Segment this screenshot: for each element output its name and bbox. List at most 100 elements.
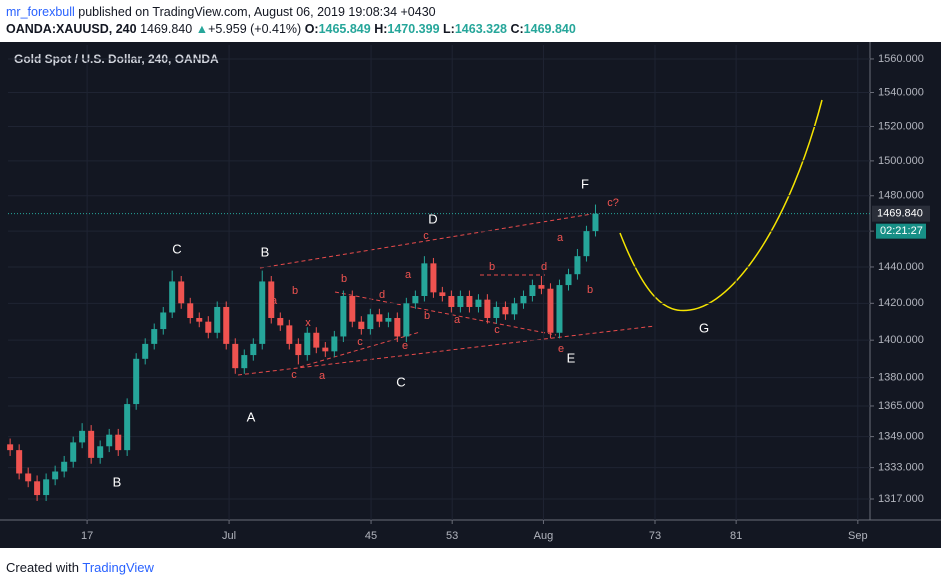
wave-sub-label: a bbox=[557, 232, 564, 244]
x-tick-label: 17 bbox=[81, 530, 93, 542]
wave-sub-label: a bbox=[454, 314, 461, 326]
x-tick-label: 53 bbox=[446, 530, 458, 542]
candle-body bbox=[547, 288, 554, 333]
candle-body bbox=[430, 263, 437, 293]
l-label: L: bbox=[443, 22, 455, 36]
author[interactable]: mr_forexbull bbox=[6, 5, 75, 19]
candle-body bbox=[574, 256, 581, 275]
candle-body bbox=[160, 312, 167, 330]
candle-body bbox=[7, 444, 14, 451]
y-tick-label: 1317.000 bbox=[878, 493, 924, 505]
wave-sub-label: b bbox=[424, 310, 430, 322]
candle-body bbox=[196, 317, 203, 322]
arrow: ▲ bbox=[195, 22, 209, 36]
published: published on TradingView.com, August 06,… bbox=[78, 5, 436, 19]
candle-body bbox=[187, 303, 194, 318]
candle-body bbox=[358, 321, 365, 330]
y-tick-label: 1480.000 bbox=[878, 190, 924, 202]
chart: Gold Spot / U.S. Dollar, 240, OANDA 1317… bbox=[0, 42, 941, 548]
wave-label: F bbox=[581, 176, 589, 191]
candle-body bbox=[313, 332, 320, 348]
x-tick-label: Sep bbox=[848, 530, 868, 542]
price-tag: 1469.840 bbox=[877, 208, 923, 220]
candle-body bbox=[385, 317, 392, 322]
c: 1469.840 bbox=[523, 22, 576, 36]
candle-body bbox=[565, 274, 572, 286]
x-tick-label: Aug bbox=[534, 530, 554, 542]
wave-label: B bbox=[113, 474, 122, 489]
change: +5.959 (+0.41%) bbox=[208, 22, 302, 36]
wave-sub-label: e bbox=[558, 343, 564, 355]
wave-label: E bbox=[567, 350, 576, 365]
wave-sub-label: c bbox=[423, 230, 429, 242]
last: 1469.840 bbox=[140, 22, 193, 36]
y-tick-label: 1500.000 bbox=[878, 155, 924, 167]
candle-body bbox=[322, 347, 329, 352]
x-tick-label: 81 bbox=[730, 530, 742, 542]
candle-body bbox=[286, 325, 293, 344]
candle-body bbox=[61, 461, 68, 472]
candle-body bbox=[250, 343, 257, 356]
o-label: O: bbox=[304, 22, 319, 36]
x-tick-label: Jul bbox=[222, 530, 236, 542]
candle-body bbox=[43, 479, 50, 496]
publish-line: mr_forexbull published on TradingView.co… bbox=[6, 5, 436, 19]
wave-sub-label: c bbox=[494, 324, 500, 336]
candle-body bbox=[88, 430, 95, 458]
wave-sub-label: e bbox=[402, 340, 408, 352]
candle-body bbox=[592, 213, 599, 232]
y-tick-label: 1420.000 bbox=[878, 297, 924, 309]
wave-sub-label: d bbox=[379, 289, 385, 301]
candle-body bbox=[457, 296, 464, 307]
projection-curve bbox=[619, 99, 823, 312]
wave-sub-label: c bbox=[357, 336, 363, 348]
wave-label: G bbox=[699, 320, 709, 335]
candle-body bbox=[223, 306, 230, 344]
candle-body bbox=[106, 434, 113, 447]
y-tick-label: 1560.000 bbox=[878, 53, 924, 65]
candle-body bbox=[349, 296, 356, 322]
wave-sub-label: c bbox=[291, 369, 297, 381]
candle-body bbox=[520, 296, 527, 304]
candle-body bbox=[142, 343, 149, 359]
wave-label: A bbox=[247, 409, 256, 424]
candle-body bbox=[115, 434, 122, 451]
candle-body bbox=[403, 303, 410, 337]
wave-label: B bbox=[261, 244, 270, 259]
wave-sub-label: a bbox=[319, 370, 326, 382]
brand[interactable]: TradingView bbox=[82, 560, 154, 575]
wave-sub-label: c? bbox=[607, 197, 619, 209]
candle-body bbox=[52, 471, 59, 480]
candle-body bbox=[70, 442, 77, 462]
c-label: C: bbox=[510, 22, 524, 36]
candle-body bbox=[502, 306, 509, 315]
candle-body bbox=[277, 317, 284, 326]
symbol: OANDA:XAUUSD, 240 bbox=[6, 22, 137, 36]
wave-label: C bbox=[172, 241, 181, 256]
candle-body bbox=[241, 355, 248, 369]
candle-body bbox=[529, 285, 536, 297]
y-tick-label: 1380.000 bbox=[878, 371, 924, 383]
y-tick-label: 1349.000 bbox=[878, 431, 924, 443]
y-tick-label: 1333.000 bbox=[878, 462, 924, 474]
trend-lines bbox=[237, 213, 656, 376]
trend-line bbox=[334, 291, 557, 336]
y-tick-label: 1365.000 bbox=[878, 400, 924, 412]
l: 1463.328 bbox=[454, 22, 507, 36]
candle-body bbox=[412, 296, 419, 304]
candle-body bbox=[97, 446, 104, 458]
candle-body bbox=[556, 285, 563, 333]
candle-body bbox=[448, 296, 455, 307]
candle-body bbox=[421, 263, 428, 297]
quote-line: OANDA:XAUUSD, 240 1469.840 ▲+5.959 (+0.4… bbox=[6, 22, 576, 36]
created: Created with bbox=[6, 560, 79, 575]
x-tick-label: 45 bbox=[365, 530, 377, 542]
candle-body bbox=[214, 306, 221, 333]
candle-body bbox=[493, 306, 500, 318]
candle-body bbox=[304, 332, 311, 356]
candle-body bbox=[439, 292, 446, 297]
candle-body bbox=[511, 303, 518, 315]
candle-body bbox=[259, 281, 266, 344]
candle-body bbox=[151, 329, 158, 344]
price-tag-box bbox=[872, 205, 930, 222]
